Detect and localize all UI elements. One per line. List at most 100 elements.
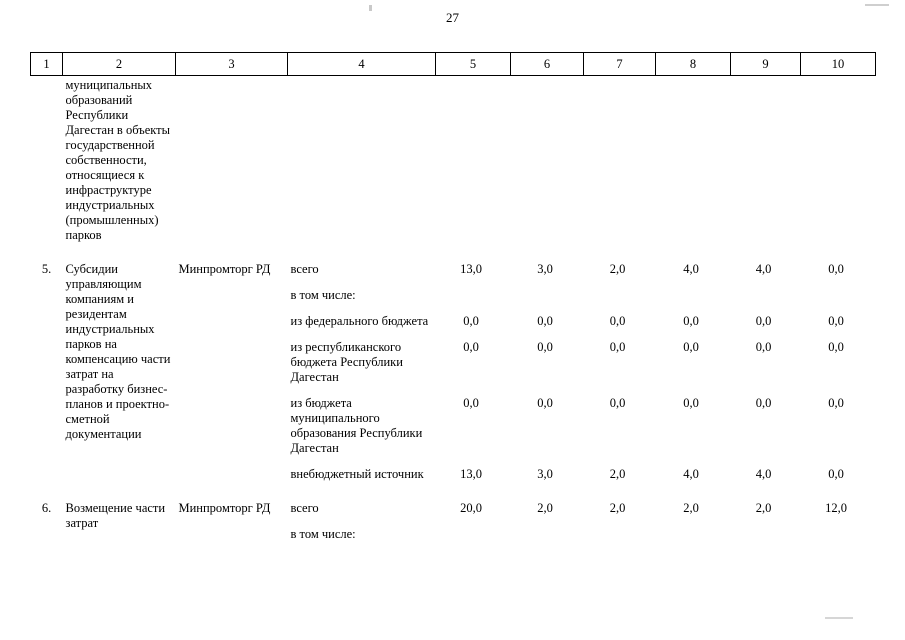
- value-cell: 0,0: [609, 396, 626, 410]
- value-cell: 20,0: [460, 501, 482, 515]
- value-cell: 0,0: [683, 314, 699, 328]
- value-cell: 0,0: [463, 396, 479, 410]
- row-label: из бюджета муниципального образования Ре…: [290, 396, 423, 455]
- column-number-6: 6: [510, 52, 584, 76]
- value-cell: [656, 525, 731, 551]
- value-cell: 2,0: [609, 262, 626, 276]
- value-cell: 0,0: [537, 314, 553, 328]
- column-number-3: 3: [175, 52, 288, 76]
- value-cell: 4,0: [755, 467, 772, 481]
- table-header-row: 1 2 3 4 5 6 7 8 9 10: [30, 52, 876, 76]
- value-cell: 0,0: [755, 340, 772, 354]
- row-label: всего: [290, 501, 319, 515]
- value-cell: 0,0: [828, 262, 844, 276]
- column-number-1: 1: [30, 52, 63, 76]
- value-cell: 2,0: [537, 501, 553, 515]
- value-cell: [436, 525, 511, 551]
- table-header: 1 2 3 4 5 6 7 8 9 10: [30, 52, 876, 76]
- value-cell: 0,0: [755, 314, 772, 328]
- budget-table: 1 2 3 4 5 6 7 8 9 10 муниципальных образ…: [30, 52, 876, 551]
- value-cell: 0,0: [683, 340, 699, 354]
- item-executor: Минпромторг РД: [178, 262, 271, 276]
- value-cell: [656, 286, 731, 312]
- column-number-9: 9: [730, 52, 801, 76]
- value-cell: 4,0: [683, 262, 699, 276]
- value-cell: 4,0: [683, 467, 699, 481]
- row-label: в том числе:: [290, 527, 356, 541]
- item-name: Субсидии управляющим компаниям и резиден…: [65, 262, 171, 441]
- value-cell: 0,0: [755, 396, 772, 410]
- value-cell: [801, 525, 876, 551]
- row-label: из федерального бюджета: [290, 314, 429, 328]
- value-cell: [584, 286, 656, 312]
- value-cell: [731, 286, 801, 312]
- value-cell: [801, 76, 876, 261]
- value-cell: 2,0: [609, 467, 626, 481]
- scan-artifact: [825, 617, 853, 619]
- row-label: в том числе:: [290, 288, 356, 302]
- value-cell: [436, 286, 511, 312]
- value-cell: 0,0: [463, 314, 479, 328]
- value-cell: [731, 525, 801, 551]
- item-executor: Минпромторг РД: [178, 501, 271, 515]
- value-cell: [511, 76, 584, 261]
- row-label: внебюджетный источник: [290, 467, 424, 481]
- value-cell: 0,0: [537, 340, 553, 354]
- item-number-cell: [31, 76, 63, 261]
- page-number: 27: [446, 10, 459, 25]
- value-cell: 0,0: [609, 314, 626, 328]
- value-cell: 13,0: [460, 262, 482, 276]
- value-cell: 4,0: [755, 262, 772, 276]
- value-cell: [511, 525, 584, 551]
- value-cell: 0,0: [828, 396, 844, 410]
- value-cell: 0,0: [463, 340, 479, 354]
- value-cell: [656, 76, 731, 261]
- value-cell: [731, 76, 801, 261]
- row-label: всего: [290, 262, 319, 276]
- value-cell: 13,0: [460, 467, 482, 481]
- value-cell: 0,0: [683, 396, 699, 410]
- column-number-8: 8: [655, 52, 731, 76]
- table-subrow: из республиканского бюджета Республики Д…: [31, 338, 876, 394]
- value-cell: 2,0: [609, 501, 626, 515]
- row-label-cell: [288, 76, 436, 261]
- column-number-2: 2: [62, 52, 176, 76]
- value-cell: 3,0: [537, 262, 553, 276]
- value-cell: [511, 286, 584, 312]
- value-cell: 0,0: [828, 467, 844, 481]
- value-cell: 2,0: [683, 501, 699, 515]
- item-number: 5.: [41, 262, 52, 276]
- row-label: из республиканского бюджета Республики Д…: [290, 340, 403, 384]
- value-cell: 0,0: [609, 340, 626, 354]
- value-cell: [801, 286, 876, 312]
- column-number-7: 7: [583, 52, 656, 76]
- scan-artifact: [865, 4, 889, 6]
- table-body: муниципальных образований Республики Даг…: [31, 76, 876, 552]
- value-cell: [436, 76, 511, 261]
- item-executor-cell: [176, 76, 288, 261]
- value-cell: 2,0: [755, 501, 772, 515]
- value-cell: 0,0: [828, 340, 844, 354]
- value-cell: 0,0: [537, 396, 553, 410]
- table-subrow: из бюджета муниципального образования Ре…: [31, 394, 876, 465]
- scan-artifact: [369, 5, 372, 11]
- table-row-item6: 6. Возмещение части затрат Минпромторг Р…: [31, 499, 876, 530]
- value-cell: [584, 76, 656, 261]
- column-number-4: 4: [287, 52, 436, 76]
- column-number-5: 5: [435, 52, 511, 76]
- value-cell: [584, 525, 656, 551]
- value-cell: 3,0: [537, 467, 553, 481]
- table-subrow: в том числе:: [31, 525, 876, 551]
- item-name-continuation: муниципальных образований Республики Даг…: [65, 78, 171, 242]
- table-subrow: в том числе:: [31, 286, 876, 312]
- table-subrow: из федерального бюджета 0,0 0,0 0,0 0,0 …: [31, 312, 876, 338]
- value-cell: 12,0: [825, 501, 847, 515]
- value-cell: 0,0: [828, 314, 844, 328]
- item-name: Возмещение части затрат: [65, 501, 166, 530]
- table-row-continuation: муниципальных образований Республики Даг…: [31, 76, 876, 261]
- item-number: 6.: [41, 501, 52, 515]
- column-number-10: 10: [800, 52, 876, 76]
- table-subrow: внебюджетный источник 13,0 3,0 2,0 4,0 4…: [31, 465, 876, 499]
- table-row-item5: 5. Субсидии управляющим компаниям и рези…: [31, 260, 876, 441]
